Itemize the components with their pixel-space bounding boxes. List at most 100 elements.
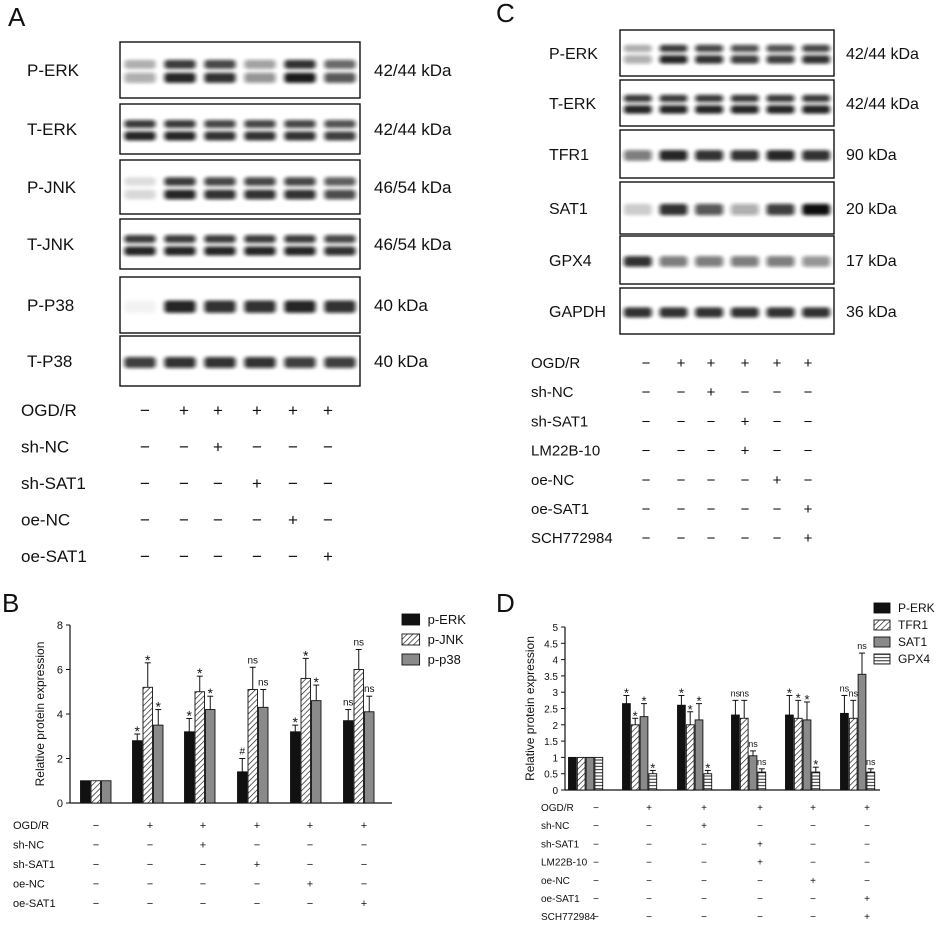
condition-sign: − — [646, 876, 652, 887]
significance-mark: ns — [731, 688, 741, 698]
panel-b-bar-p-p38-4 — [258, 706, 269, 804]
blot-molecular-weight: 46/54 kDa — [374, 178, 452, 197]
condition-sign: − — [646, 821, 652, 832]
condition-label: sh-SAT1 — [21, 474, 86, 493]
condition-sign: + — [213, 401, 223, 420]
condition-sign: − — [757, 876, 763, 887]
panel-d-condition-ogd-r: OGD/R − + + + + + — [541, 803, 870, 814]
blot-molecular-weight: 46/54 kDa — [374, 235, 452, 254]
panel-c-blot-tfr1: TFR1 90 kDa — [549, 129, 897, 179]
legend-swatch — [401, 633, 421, 646]
panel-letter-a: A — [8, 2, 26, 32]
blot-frame — [619, 235, 835, 285]
y-axis-label: Relative protein expression — [33, 642, 47, 787]
condition-sign: − — [773, 443, 782, 460]
blot-label: T-P38 — [27, 352, 72, 371]
panel-d-condition-lm22b-10: LM22B-10− − − + − − — [541, 858, 870, 869]
condition-sign: − — [93, 898, 99, 910]
condition-label: oe-NC — [531, 472, 575, 489]
condition-sign: + — [864, 894, 870, 905]
condition-sign: + — [307, 820, 313, 832]
legend-entry-sat1: SAT1 — [873, 635, 927, 649]
condition-sign: + — [810, 803, 816, 814]
condition-sign: + — [773, 472, 782, 489]
condition-sign: + — [252, 401, 262, 420]
condition-sign: − — [288, 474, 298, 493]
condition-sign: − — [804, 472, 813, 489]
condition-sign: − — [593, 803, 599, 814]
panel-b-bar-p-jnk-4 — [247, 689, 258, 804]
condition-label: sh-NC — [13, 840, 44, 852]
blot-label: P-P38 — [27, 296, 74, 315]
panel-c-blot-gpx4: GPX4 17 kDa — [549, 235, 897, 285]
panel-b-condition-oe-nc: oe-NC − − − − + − — [13, 879, 367, 891]
blot-frame — [619, 181, 835, 235]
condition-sign: − — [140, 401, 150, 420]
condition-sign: − — [864, 821, 870, 832]
significance-mark: * — [650, 760, 655, 775]
blot-molecular-weight: 40 kDa — [374, 296, 428, 315]
panel-d-bar-p-erk-3 — [677, 704, 686, 791]
legend-label: TFR1 — [898, 618, 928, 632]
condition-sign: − — [93, 859, 99, 871]
condition-sign: − — [757, 912, 763, 923]
panel-b-bar-p-p38-1 — [101, 780, 112, 804]
condition-sign: − — [646, 858, 652, 869]
western-blot-panel-a: P-ERK 42/44 kDa T-ERK 42/44 kDa P-JNK 46/54 k… — [27, 41, 452, 387]
significance-mark: ns — [866, 757, 876, 767]
condition-label: sh-SAT1 — [531, 413, 588, 430]
significance-mark: ns — [757, 757, 767, 767]
condition-label: oe-SAT1 — [13, 898, 56, 910]
panel-a-blot-p-erk: P-ERK 42/44 kDa — [27, 41, 452, 99]
panel-b-bar-p-jnk-3 — [194, 691, 205, 804]
panel-d-condition-sh-sat1: sh-SAT1 − − − + − − — [541, 839, 870, 850]
blot-frame — [119, 103, 361, 155]
condition-sign: − — [147, 898, 153, 910]
condition-label: SCH772984 — [531, 530, 613, 547]
condition-label: oe-NC — [541, 876, 570, 887]
panel-a-condition-ogd-r: OGD/R − + + + + + — [21, 401, 333, 420]
condition-sign: − — [147, 859, 153, 871]
condition-sign: − — [642, 472, 651, 489]
blot-bands — [124, 300, 356, 313]
significance-mark: * — [293, 714, 299, 730]
blot-bands — [124, 235, 356, 256]
blot-molecular-weight: 20 kDa — [846, 201, 897, 218]
condition-sign: + — [804, 530, 813, 547]
legend-label: p-ERK — [428, 612, 467, 627]
significance-mark: * — [641, 694, 646, 709]
condition-sign: − — [741, 472, 750, 489]
blot-label: P-ERK — [27, 61, 80, 80]
condition-sign: + — [361, 820, 367, 832]
panel-d-bar-p-erk-1 — [568, 756, 577, 791]
condition-sign: − — [810, 821, 816, 832]
condition-sign: − — [140, 474, 150, 493]
condition-sign: + — [741, 355, 750, 372]
panel-d-condition-sh-nc: sh-NC − − + − − − — [541, 821, 870, 832]
significance-mark: * — [688, 702, 693, 717]
y-tick-label: 2 — [552, 721, 558, 732]
significance-mark: # — [239, 747, 245, 758]
condition-sign: + — [213, 438, 223, 457]
condition-sign: − — [864, 839, 870, 850]
condition-sign: − — [642, 501, 651, 518]
y-tick-label: 1.5 — [544, 737, 558, 748]
y-tick-label: 5 — [552, 623, 558, 634]
blot-frame — [119, 335, 361, 387]
condition-sign: + — [323, 547, 333, 566]
blot-label: P-ERK — [549, 46, 598, 63]
condition-sign: − — [741, 530, 750, 547]
legend-entry-tfr1: TFR1 — [873, 618, 928, 632]
panel-c-condition-sh-sat1: sh-SAT1 − − − + − − — [531, 413, 813, 430]
blot-frame — [119, 159, 361, 215]
condition-sign: − — [200, 859, 206, 871]
panel-a-blot-p-jnk: P-JNK 46/54 kDa — [27, 159, 452, 215]
condition-sign: − — [140, 547, 150, 566]
legend-entry-p-p38: p-p38 — [401, 652, 461, 667]
panel-b-bar-p-erk-5 — [290, 731, 301, 804]
condition-sign: − — [93, 879, 99, 891]
y-tick-label: 4 — [552, 656, 558, 667]
condition-sign: − — [179, 511, 189, 530]
condition-sign: − — [307, 840, 313, 852]
